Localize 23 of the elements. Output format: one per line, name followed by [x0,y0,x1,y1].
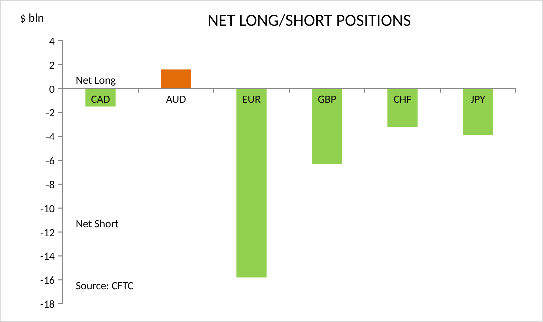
x-tick-label: EUR [242,92,261,106]
y-tick-label: 2 [49,58,56,72]
y-tick-label: -16 [40,274,56,288]
y-tick-label: -10 [40,202,56,216]
y-tick-label: -14 [40,250,56,264]
y-tick-label: 4 [49,35,56,48]
y-tick-label: -12 [40,226,56,240]
x-tick-label: AUD [166,92,186,106]
y-tick-label: -18 [40,298,56,311]
x-tick-label: CHF [394,92,412,106]
y-tick-label: -8 [46,178,56,192]
x-tick-label: GBP [318,92,337,106]
annotation: Net Long [76,74,116,87]
y-tick-label: -2 [46,106,56,120]
x-tick-label: CAD [91,92,110,106]
annotation: Net Short [76,217,120,230]
y-tick-label: -6 [46,154,56,168]
y-tick-label: -4 [46,130,56,144]
chart-title: NET LONG/SHORT POSITIONS [208,10,412,31]
y-tick-label: 0 [49,82,56,96]
x-tick-label: JPY [471,92,486,106]
y-axis-title: $ bln [20,12,44,26]
annotation: Source: CFTC [76,280,134,293]
